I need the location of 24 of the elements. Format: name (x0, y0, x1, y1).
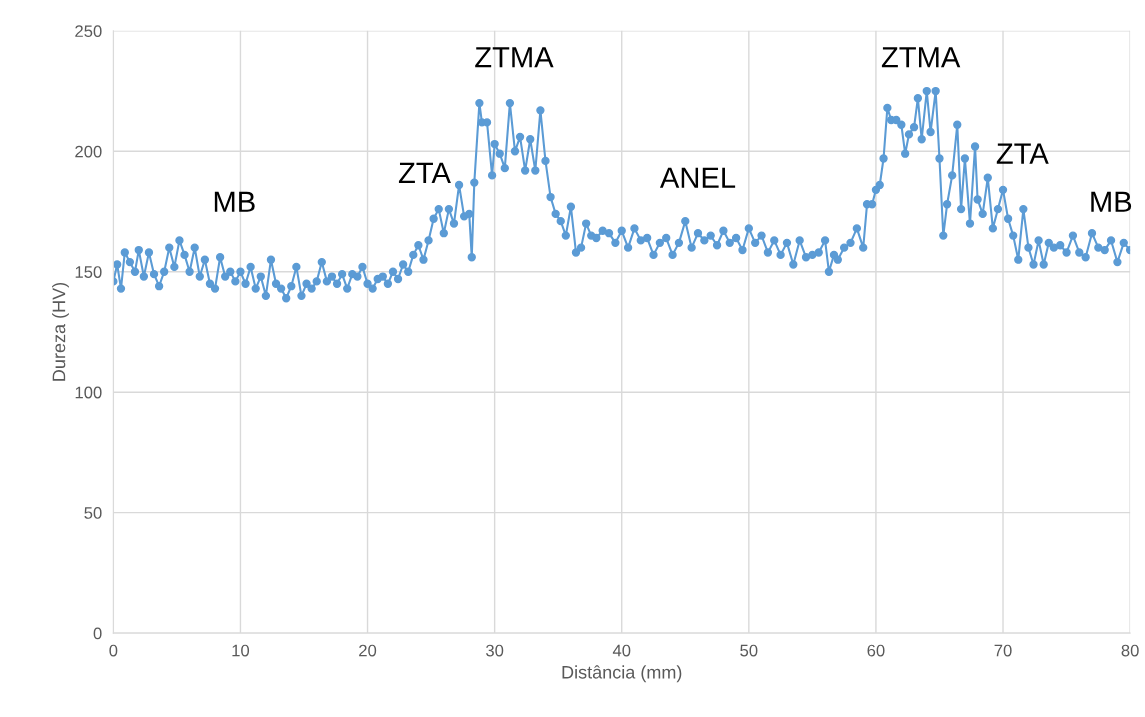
annotation: ANEL (659, 167, 736, 188)
annotation: ZTA (996, 143, 1049, 164)
y-axis-title: Dureza (HV) (52, 282, 69, 381)
x-tick-label: 50 (740, 644, 758, 657)
x-tick-label: 80 (1121, 644, 1139, 657)
x-tick-label: 20 (359, 644, 377, 657)
x-tick-label: 40 (612, 644, 631, 657)
annotation: MB (1091, 191, 1132, 212)
y-tick-label: 200 (75, 145, 102, 158)
x-tick-label: 60 (867, 644, 885, 657)
y-tick-label: 250 (75, 25, 102, 38)
x-axis-title: Distância (mm) (562, 665, 682, 683)
y-tick-label: 150 (75, 266, 102, 278)
y-tick-label: 50 (84, 507, 102, 519)
annotation: ZTMA (881, 47, 961, 68)
y-tick-label: 0 (93, 627, 102, 640)
x-tick-label: 30 (486, 644, 504, 657)
x-tick-label: 0 (109, 644, 118, 657)
annotation: ZTMA (475, 47, 554, 68)
annotation: MB (214, 191, 255, 212)
x-tick-label: 10 (232, 644, 250, 657)
annotation: ZTA (398, 162, 451, 183)
y-tick-label: 100 (75, 386, 102, 399)
x-tick-label: 70 (994, 644, 1012, 657)
